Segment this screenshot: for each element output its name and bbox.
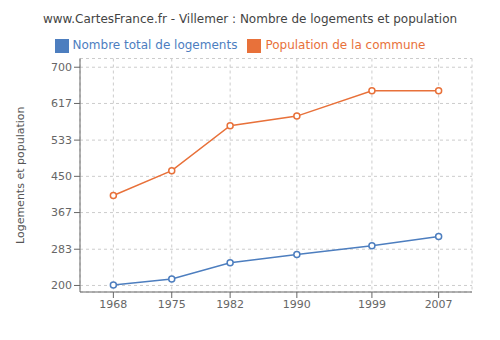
html-text:Nombre total de logements: Nombre total de logements [72,38,238,52]
svg-text:450: 450 [51,170,72,183]
svg-text:700: 700 [51,61,72,74]
svg-text:283: 283 [51,243,72,256]
svg-text:367: 367 [51,206,72,219]
svg-text:Logements et population: Logements et population [14,106,27,244]
html-text:Population de la commune: Population de la commune [265,38,426,52]
svg-text:2007: 2007 [425,298,453,311]
svg-text:1999: 1999 [358,298,386,311]
svg-text:1968: 1968 [99,298,127,311]
svg-text:617: 617 [51,97,72,110]
svg-text:1990: 1990 [283,298,311,311]
html-text:www.CartesFrance.fr - Villemer: www.CartesFrance.fr - Villemer : Nombre … [42,12,458,26]
svg-text:200: 200 [51,279,72,292]
svg-text:1982: 1982 [216,298,244,311]
svg-text:1975: 1975 [158,298,186,311]
svg-text:533: 533 [51,134,72,147]
